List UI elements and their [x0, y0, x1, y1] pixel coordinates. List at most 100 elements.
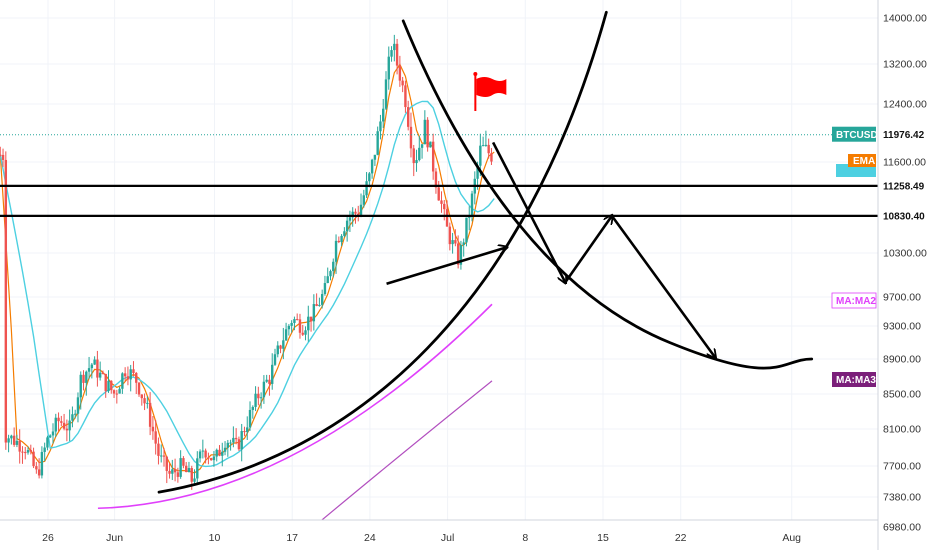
candle-body [85, 371, 88, 383]
candle-body [476, 165, 479, 179]
candle-body [451, 240, 454, 245]
candle-body [10, 435, 13, 439]
ma3-badge-bg [832, 372, 876, 387]
candle-body [110, 380, 113, 391]
candle-body [479, 145, 482, 166]
candle-body [221, 451, 224, 456]
x-tick-label: 22 [675, 532, 687, 544]
x-tick-label: 15 [597, 532, 609, 544]
candle-body [309, 316, 313, 322]
flag-knob [473, 72, 478, 76]
last-price-badge: 11976.42 [883, 130, 925, 141]
candle-body [431, 141, 435, 172]
horizontal-levels[interactable] [0, 134, 878, 217]
candle-body [87, 368, 91, 372]
arrow-projection-2[interactable] [564, 216, 612, 284]
candle-body [429, 141, 432, 148]
candle-body [157, 443, 160, 456]
level-badge: 11258.49 [883, 181, 925, 192]
candle-body [318, 304, 321, 306]
candle-body [434, 171, 438, 188]
candle-body [209, 458, 213, 461]
y-tick-label: 8100.00 [883, 424, 921, 436]
candle-body [143, 398, 146, 404]
x-tick-label: Jul [441, 532, 454, 544]
ma2-line [97, 303, 493, 510]
candle-body [456, 243, 460, 265]
candle-body [487, 144, 490, 154]
arrow-up-right[interactable] [386, 247, 507, 286]
candle-body [398, 65, 402, 81]
candle-body [76, 397, 80, 414]
arrow-projection-3[interactable] [610, 215, 715, 357]
level-badge-bg [879, 177, 932, 194]
level-badge-bg [879, 207, 932, 224]
candle-body [215, 449, 218, 457]
ma3-badge: MA:MA3 [836, 375, 876, 386]
candle-body [107, 380, 110, 392]
candle-body [279, 345, 282, 349]
candle-body [384, 79, 388, 109]
candle-body [82, 374, 85, 383]
candle-body [137, 382, 141, 395]
x-tick-label: 24 [364, 532, 376, 544]
y-tick-label: 10300.00 [883, 248, 927, 260]
ma1-line [0, 100, 495, 468]
candle-body [382, 108, 385, 122]
candle-body [32, 451, 35, 467]
candle-body [273, 354, 277, 365]
y-tick-label: 9300.00 [883, 321, 921, 333]
candle-body [329, 271, 332, 277]
candle-body [140, 394, 143, 399]
candle-body [268, 379, 271, 384]
ema-line [0, 63, 495, 474]
candle-body [173, 469, 177, 473]
candle-body [365, 181, 368, 196]
candle-body [148, 402, 152, 427]
y-tick-label: 9700.00 [883, 292, 921, 304]
candle-body [373, 154, 377, 160]
candle-body [162, 455, 166, 457]
candle-body [298, 319, 302, 333]
candle-body [423, 119, 427, 145]
candle-body [484, 144, 488, 146]
symbol-badge-bg [832, 126, 876, 142]
candle-body [370, 159, 374, 174]
candle-body [468, 216, 471, 218]
candle-body [312, 304, 316, 322]
candle-body [57, 417, 60, 422]
candle-body [340, 235, 343, 243]
candle-body [448, 226, 452, 245]
candle-body [151, 426, 155, 432]
candle-body [387, 56, 390, 80]
candle-body [290, 322, 293, 326]
candle-body [315, 304, 318, 306]
y-tick-label: 6980.00 [883, 522, 921, 534]
candle-body [404, 85, 407, 108]
candle-body [307, 316, 310, 331]
candle-body [37, 469, 41, 476]
candle-body [193, 478, 196, 482]
candle-body [362, 195, 365, 205]
price-axis-bg [878, 0, 932, 550]
descending-arc[interactable] [401, 19, 814, 370]
candle-body [29, 450, 32, 452]
drawings[interactable] [157, 10, 814, 494]
arrow-projection-1[interactable] [491, 141, 565, 282]
candle-body [171, 469, 174, 474]
candle-body [470, 193, 474, 217]
candle-body [412, 148, 415, 164]
candle-body [287, 325, 291, 330]
candle-body [420, 144, 424, 148]
candle-body [271, 364, 274, 384]
ma1-badge-bg [836, 164, 876, 177]
candle-body [123, 373, 127, 377]
candle-body [201, 450, 205, 452]
ascending-arc[interactable] [157, 10, 608, 494]
candle-body [24, 452, 27, 454]
candle-body [454, 240, 457, 244]
candle-body [359, 204, 363, 216]
candle-body [440, 200, 443, 204]
